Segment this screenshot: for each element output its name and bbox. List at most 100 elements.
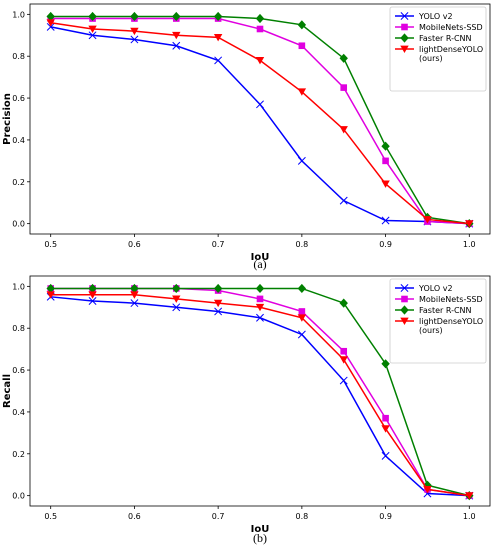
data-point bbox=[46, 19, 55, 27]
data-point bbox=[46, 291, 55, 299]
data-point-b bbox=[172, 41, 181, 50]
legend-item: YOLO v2 bbox=[395, 12, 453, 21]
data-point bbox=[382, 157, 389, 165]
data-point-b bbox=[297, 156, 306, 165]
legend-item: MobileNets-SSD bbox=[395, 23, 483, 32]
data-point bbox=[255, 283, 265, 294]
data-point-b bbox=[381, 451, 390, 460]
data-point bbox=[255, 303, 265, 312]
x-tick-label: 0.5 bbox=[44, 240, 57, 249]
legend-label: Faster R-CNN bbox=[419, 306, 472, 315]
data-point-b bbox=[88, 31, 97, 40]
data-point bbox=[382, 414, 389, 422]
legend-label: MobileNets-SSD bbox=[419, 23, 483, 32]
data-point bbox=[423, 485, 432, 494]
legend-item: MobileNets-SSD bbox=[395, 295, 483, 304]
data-point-b bbox=[381, 216, 390, 225]
data-point-b bbox=[172, 303, 181, 312]
x-tick-label: 0.9 bbox=[379, 240, 392, 249]
data-point bbox=[381, 141, 390, 151]
legend: YOLO v2 MobileNets-SSD Faster R-CNN lightDe… bbox=[389, 278, 487, 364]
data-point bbox=[339, 53, 348, 63]
y-tick-label: 1.0 bbox=[12, 10, 25, 19]
chart-panel-1: 0.5 0.6 0.7 0.8 0.9 1.0 0.0 0.2 0.4 0.6 0.8 1.0 IoU P… bbox=[2, 3, 491, 271]
legend-label: YOLO v2 bbox=[418, 284, 453, 293]
legend-label-line: (ours) bbox=[419, 54, 443, 63]
y-tick-label: 0.0 bbox=[12, 220, 25, 229]
data-point bbox=[256, 25, 264, 33]
data-point bbox=[340, 84, 348, 91]
data-point bbox=[256, 295, 264, 303]
y-tick-label: 0.0 bbox=[12, 492, 25, 501]
legend-marker-b bbox=[400, 284, 409, 292]
y-tick-label: 0.4 bbox=[12, 408, 25, 417]
legend-label-line: (ours) bbox=[419, 326, 443, 335]
legend-label: MobileNets-SSD bbox=[419, 295, 483, 304]
x-tick-label: 0.6 bbox=[128, 512, 141, 521]
legend-item: lightDenseYOLO (ours) bbox=[395, 317, 483, 335]
chart-panel-2: 0.5 0.6 0.7 0.8 0.9 1.0 0.0 0.2 0.4 0.6 0.8 1.0 IoU R… bbox=[2, 275, 491, 545]
data-point bbox=[381, 180, 390, 188]
data-point bbox=[297, 20, 307, 30]
legend-label-line: YOLO v2 bbox=[418, 12, 453, 21]
y-tick-label: 0.6 bbox=[12, 94, 25, 103]
data-point-b bbox=[130, 299, 139, 308]
legend-marker bbox=[400, 305, 409, 315]
data-point bbox=[130, 11, 139, 22]
x-tick-label: 0.6 bbox=[128, 240, 141, 249]
legend-item: Faster R-CNN bbox=[395, 305, 472, 315]
data-point bbox=[172, 283, 181, 294]
y-tick-label: 0.8 bbox=[12, 324, 25, 333]
data-point bbox=[465, 220, 474, 228]
legend-label: Faster R-CNN bbox=[419, 34, 472, 43]
data-point-b bbox=[297, 330, 306, 339]
series-4 bbox=[46, 19, 474, 228]
y-tick-label: 0.2 bbox=[12, 450, 25, 459]
series-3 bbox=[46, 11, 474, 229]
y-axis-label: Recall bbox=[2, 374, 13, 408]
data-point bbox=[381, 425, 390, 433]
x-tick-label: 0.9 bbox=[379, 512, 392, 521]
data-point bbox=[213, 33, 223, 42]
data-point bbox=[130, 291, 139, 299]
legend-item: YOLO v2 bbox=[395, 284, 453, 293]
data-point bbox=[255, 13, 265, 24]
legend-label-line: MobileNets-SSD bbox=[419, 295, 483, 304]
data-point bbox=[423, 216, 432, 224]
legend-item: lightDenseYOLO (ours) bbox=[395, 45, 483, 63]
legend-label: YOLO v2 bbox=[418, 12, 453, 21]
data-point bbox=[297, 88, 307, 96]
data-point bbox=[465, 492, 474, 500]
legend-marker bbox=[401, 23, 408, 31]
plot-frame bbox=[29, 275, 491, 507]
legend-marker-b bbox=[400, 12, 409, 20]
x-tick-label: 0.5 bbox=[44, 512, 57, 521]
x-axis-label: IoU bbox=[251, 524, 270, 535]
legend-marker bbox=[401, 295, 408, 303]
data-point-b bbox=[214, 307, 223, 316]
legend-marker bbox=[400, 317, 409, 325]
data-point bbox=[213, 11, 223, 22]
legend-label-line: lightDenseYOLO bbox=[419, 45, 483, 54]
data-point bbox=[88, 25, 97, 34]
legend-label: lightDenseYOLO (ours) bbox=[419, 45, 483, 63]
data-point-b bbox=[214, 56, 223, 65]
y-tick-label: 0.2 bbox=[12, 178, 25, 187]
data-point bbox=[213, 283, 223, 294]
legend-marker bbox=[400, 33, 409, 43]
data-point-b bbox=[46, 22, 55, 31]
x-tick-label: 0.7 bbox=[212, 240, 225, 249]
data-point bbox=[88, 11, 97, 22]
legend-label-line: Faster R-CNN bbox=[419, 34, 472, 43]
legend-item: Faster R-CNN bbox=[395, 33, 472, 43]
legend-label-line: Faster R-CNN bbox=[419, 306, 472, 315]
data-point bbox=[340, 347, 348, 355]
data-point-b bbox=[130, 35, 139, 44]
data-point-b bbox=[256, 100, 264, 109]
x-tick-label: 0.8 bbox=[295, 512, 308, 521]
series-1 bbox=[46, 292, 474, 500]
data-point-b bbox=[339, 196, 348, 205]
series-4 bbox=[46, 291, 474, 500]
data-point bbox=[88, 283, 97, 294]
